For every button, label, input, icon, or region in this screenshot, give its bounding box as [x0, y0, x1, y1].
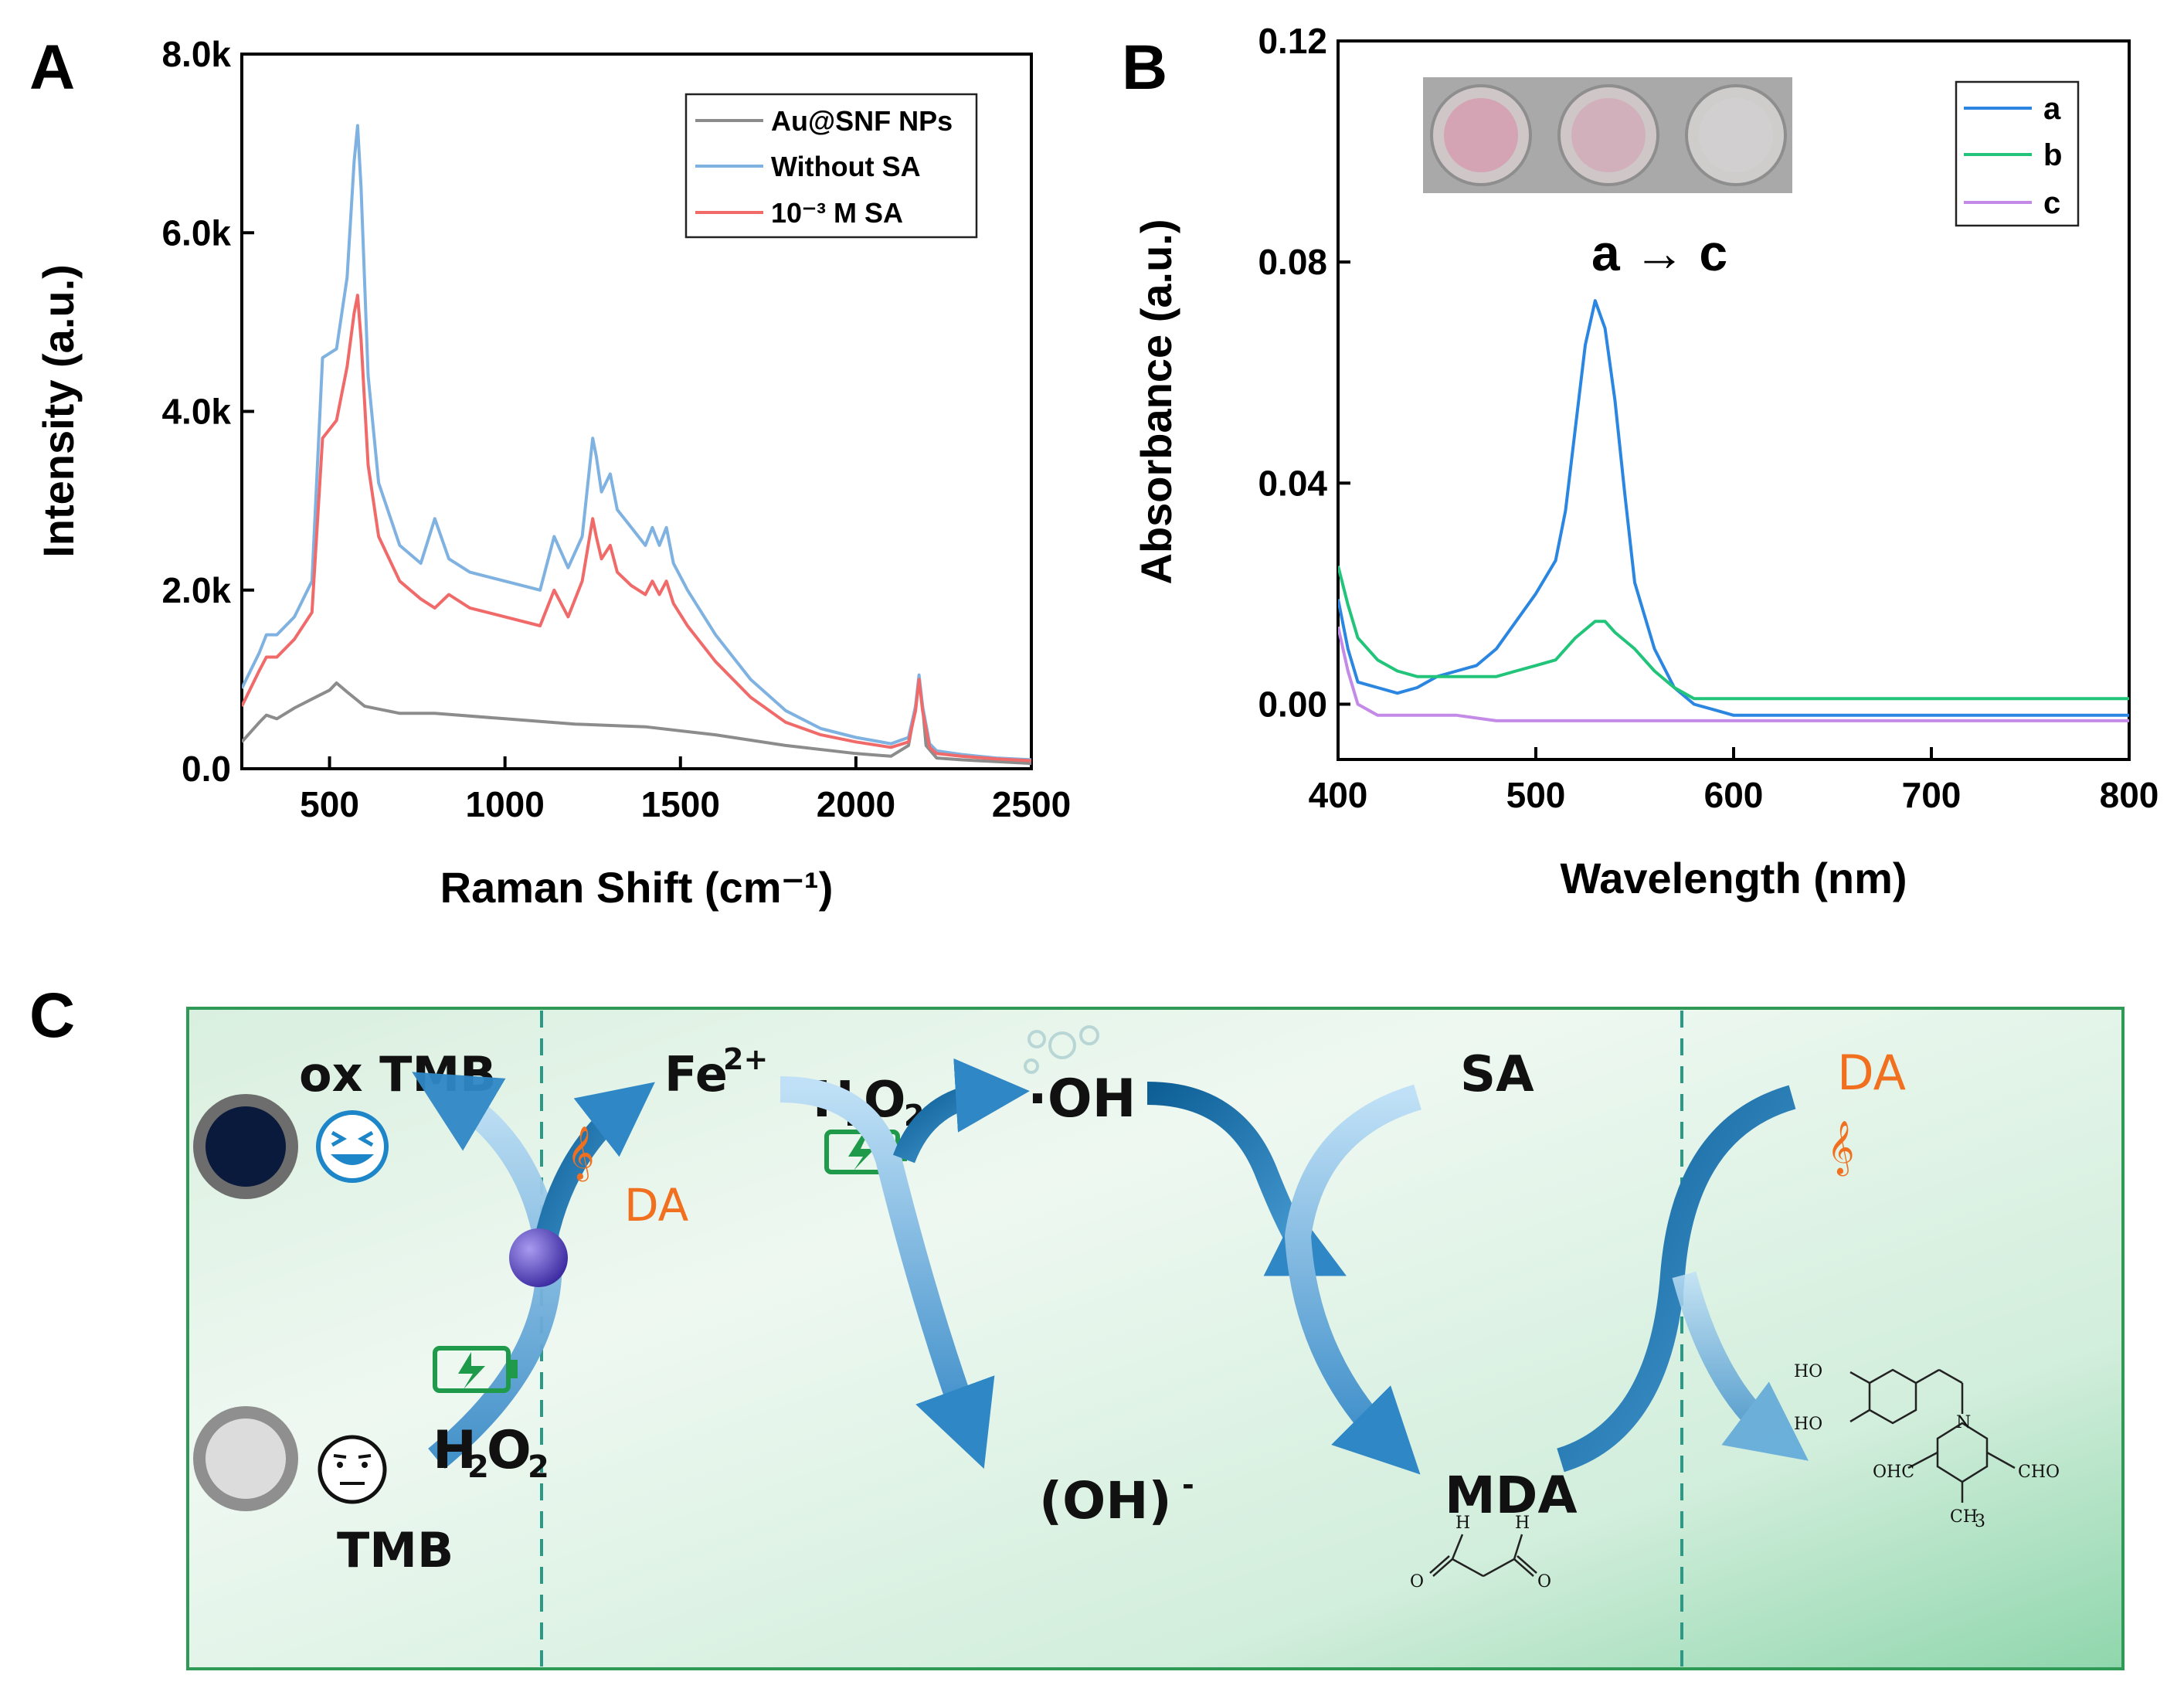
hydroxide-label: (OH) [1039, 1471, 1172, 1531]
product-ohc: OHC [1873, 1463, 1914, 1482]
raman-series-line-3 [242, 294, 1031, 763]
raman-y-tick-label: 0.0 [182, 749, 231, 789]
absorbance-series-line-2 [1338, 566, 2129, 701]
raman-y-tick-label: 6.0k [161, 212, 231, 253]
absorbance-series-line-1 [1338, 299, 2129, 717]
reaction-scheme: ox TMB TMB H 2 O 2 𝄞 DA Fe 2+ H 2 O 2 [186, 1007, 2125, 1670]
absorbance-x-tick-label: 700 [1902, 775, 1962, 815]
legend-label-b: b [2043, 138, 2062, 172]
product-n: N [1956, 1413, 1971, 1432]
absorbance-y-tick-label: 0.12 [1258, 21, 1327, 61]
h2o2-left-2a: 2 [467, 1449, 489, 1485]
h2o2-left-2b: 2 [528, 1449, 549, 1485]
hydroxide-charge: - [1182, 1468, 1194, 1502]
well-tmb-liquid [205, 1418, 286, 1499]
a-to-c-annotation: a → c [1591, 224, 1727, 281]
product-structure [1849, 1368, 2016, 1503]
music-note-icon-left: 𝄞 [567, 1126, 594, 1181]
arrow-mda-to-da [1556, 1085, 1796, 1473]
absorbance-y-tick-label: 0.08 [1258, 242, 1327, 282]
raman-x-tick-label: 2500 [992, 784, 1071, 824]
legend-label-a: a [2043, 92, 2061, 126]
nanoparticle-sphere [509, 1228, 568, 1287]
absorbance-x-tick-label: 800 [2100, 775, 2159, 815]
raman-x-tick-label: 1500 [641, 784, 720, 824]
legend-label-without-sa: Without SA [771, 151, 921, 182]
raman-chart: 500 1000 1500 2000 2500 0.0 2.0k 4.0k 6.0k 8.0k R… [34, 34, 1071, 912]
absorbance-y-tick-label: 0.00 [1258, 684, 1327, 724]
absorbance-x-tick-label: 500 [1506, 775, 1566, 815]
h2o2-left: H 2 O 2 [433, 1420, 549, 1485]
arrow-to-oh-radical [892, 1058, 1030, 1164]
absorbance-series-line-3 [1338, 626, 2129, 722]
absorbance-x-tick-label: 600 [1704, 775, 1764, 815]
well-c-liquid [1699, 98, 1773, 172]
product-ch3-sub: 3 [1975, 1512, 1985, 1531]
raman-x-axis-label: Raman Shift (cm⁻¹) [440, 863, 834, 912]
panel-label-c: C [29, 980, 75, 1051]
panel-label-b: B [1122, 32, 1167, 103]
mda-o2: O [1537, 1572, 1551, 1592]
h2o2-left-o: O [487, 1420, 532, 1481]
raman-series-line-2 [242, 124, 1031, 762]
raman-y-tick-label: 2.0k [161, 570, 231, 610]
neutral-face-icon [318, 1435, 387, 1504]
absorbance-chart: 400 500 600 700 800 0.00 0.04 0.08 0.12 Waveleng… [1132, 21, 2159, 902]
da-left-label: DA [624, 1179, 689, 1232]
raman-y-axis-label: Intensity (a.u.) [34, 264, 83, 558]
raman-x-tick-label: 500 [300, 784, 359, 824]
product-ch3: CH [1950, 1507, 1978, 1527]
fe-charge: 2+ [723, 1042, 768, 1076]
absorbance-y-axis-label: Absorbance (a.u.) [1132, 219, 1180, 585]
absorbance-y-tick-label: 0.04 [1258, 463, 1327, 503]
music-note-icon-right: 𝄞 [1827, 1120, 1854, 1176]
laughing-face-icon [316, 1110, 389, 1183]
sa-label: SA [1460, 1046, 1534, 1103]
product-ho1: HO [1794, 1362, 1822, 1381]
raman-legend: Au@SNF NPs Without SA 10⁻³ M SA [684, 93, 978, 239]
well-b-liquid [1571, 98, 1646, 172]
fe-label: Fe [664, 1046, 728, 1103]
mda-structure: H H O O [1410, 1514, 1551, 1592]
panel-label-a: A [29, 32, 75, 103]
bubbles-icon [1024, 1025, 1099, 1074]
raman-y-tick-label: 8.0k [161, 34, 231, 74]
arrow-h2o2-to-hydroxide [780, 1076, 995, 1469]
battery-icon-left [433, 1346, 518, 1393]
absorbance-x-axis-label: Wavelength (nm) [1560, 854, 1907, 902]
raman-x-tick-label: 2000 [817, 784, 895, 824]
h2o2-left-h: H [433, 1420, 477, 1481]
arrow-to-product [1672, 1271, 1809, 1461]
well-ox-tmb-liquid [205, 1106, 286, 1187]
product-cho: CHO [2018, 1463, 2060, 1482]
arrow-sa-to-mda [1284, 1084, 1422, 1475]
wells-inset-photo [1423, 77, 1792, 193]
tmb-label: TMB [337, 1522, 453, 1578]
absorbance-legend: a b c [1955, 80, 2080, 227]
oh-radical-label: ·OH [1027, 1069, 1136, 1130]
mda-o1: O [1410, 1572, 1424, 1592]
raman-x-tick-label: 1000 [465, 784, 544, 824]
product-ho2: HO [1794, 1415, 1822, 1434]
legend-label-c: c [2043, 186, 2060, 220]
mda-h1: H [1455, 1514, 1470, 1533]
legend-label-sa: 10⁻³ M SA [771, 197, 903, 229]
legend-label-au: Au@SNF NPs [771, 105, 953, 137]
absorbance-x-tick-label: 400 [1309, 775, 1368, 815]
raman-y-tick-label: 4.0k [161, 392, 231, 432]
mda-h2: H [1515, 1514, 1530, 1533]
scheme-panel [186, 1007, 2125, 1670]
well-a-liquid [1444, 98, 1518, 172]
mda-label: MDA [1445, 1466, 1578, 1525]
da-right-label: DA [1837, 1045, 1906, 1101]
